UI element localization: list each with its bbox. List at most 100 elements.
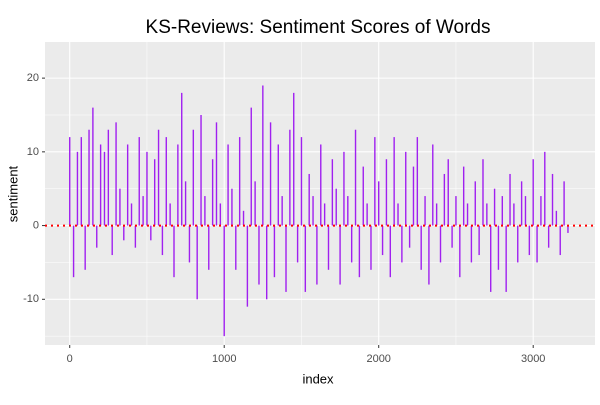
bar: [339, 225, 341, 285]
bar: [300, 137, 303, 226]
bar: [528, 225, 531, 256]
bar: [459, 225, 461, 278]
chart-title: KS-Reviews: Sentiment Scores of Words: [146, 17, 491, 38]
x-tick-label: 1000: [212, 353, 236, 365]
bar: [107, 129, 110, 226]
bar: [335, 188, 337, 226]
bar: [126, 144, 129, 226]
bar: [246, 225, 249, 307]
x-tick-label: 2000: [366, 353, 390, 365]
bar: [146, 151, 148, 226]
bar: [250, 107, 252, 226]
bar: [223, 225, 225, 337]
bar: [412, 166, 415, 226]
bar: [115, 122, 117, 226]
y-tick-label: 10: [27, 146, 39, 158]
bar: [490, 225, 492, 292]
bar: [123, 225, 125, 241]
bar: [347, 196, 349, 226]
bar: [103, 151, 106, 226]
bar: [215, 122, 218, 226]
bar: [497, 225, 500, 270]
bar: [547, 225, 550, 248]
bar: [92, 107, 94, 226]
bar: [405, 151, 407, 226]
y-tick-label: -10: [23, 293, 39, 305]
bar: [231, 188, 233, 226]
bar: [196, 225, 198, 300]
y-axis-label: sentiment: [5, 165, 20, 222]
bar: [219, 203, 222, 226]
bar: [551, 173, 554, 226]
bar: [343, 151, 345, 226]
bar: [397, 203, 399, 226]
bar: [208, 225, 210, 270]
bar: [393, 137, 395, 226]
bar: [428, 225, 430, 285]
bar: [536, 225, 538, 263]
bar: [165, 137, 167, 226]
bar: [555, 210, 558, 226]
bar: [513, 203, 515, 226]
bar: [501, 196, 504, 226]
bar: [432, 144, 434, 226]
bar: [273, 225, 276, 278]
bar: [262, 85, 264, 226]
bar: [312, 196, 314, 226]
bar: [269, 122, 272, 226]
bar: [517, 225, 519, 263]
bar: [451, 225, 453, 248]
bar: [540, 196, 542, 226]
bar: [474, 181, 476, 226]
bar: [265, 225, 268, 300]
x-axis-label: index: [302, 371, 334, 386]
bar: [455, 196, 457, 226]
bar: [72, 225, 75, 278]
bar: [204, 196, 206, 226]
bar: [544, 151, 546, 226]
bar: [462, 166, 465, 226]
bar: [420, 225, 422, 270]
bar: [524, 196, 527, 226]
bar: [331, 159, 334, 226]
bar: [161, 225, 164, 256]
bar: [80, 137, 83, 226]
bar: [281, 196, 283, 226]
bar: [439, 225, 442, 263]
bar: [385, 159, 388, 226]
bar: [76, 151, 79, 226]
bar: [424, 196, 426, 226]
bar: [354, 129, 357, 226]
bar: [408, 225, 411, 248]
bar: [378, 181, 380, 226]
bar: [567, 225, 569, 233]
bar: [416, 137, 419, 226]
bar: [563, 181, 565, 226]
bar: [96, 225, 98, 248]
bar: [443, 173, 446, 226]
bar: [238, 137, 241, 226]
bar: [401, 225, 403, 263]
bar: [181, 92, 183, 226]
bar: [358, 225, 361, 278]
bar: [227, 144, 229, 226]
bar: [157, 129, 160, 226]
bar: [169, 203, 171, 226]
bar: [486, 203, 488, 226]
bar: [505, 225, 507, 292]
bar: [370, 225, 372, 270]
bar: [258, 225, 260, 285]
bar: [69, 137, 71, 226]
bar: [130, 203, 133, 226]
bar: [173, 225, 175, 278]
bar: [389, 225, 391, 278]
plot-panel: [45, 42, 595, 345]
bar: [119, 188, 121, 226]
y-tick-label: 20: [27, 72, 39, 84]
bar: [285, 225, 287, 292]
bar: [478, 225, 480, 256]
bar: [242, 210, 245, 226]
bar: [235, 225, 237, 270]
bar: [447, 159, 449, 226]
